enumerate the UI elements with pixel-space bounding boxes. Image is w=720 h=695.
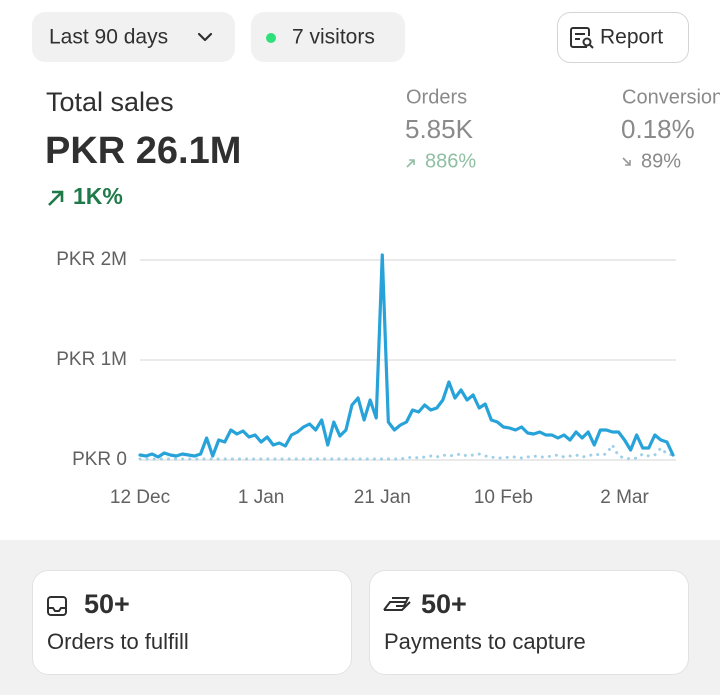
total-sales-change: 1K% <box>73 183 123 209</box>
sales-line <box>138 253 675 459</box>
up-arrow-icon <box>406 159 415 168</box>
total-sales-value: PKR 26.1M <box>45 130 241 172</box>
orders-label: Orders <box>406 86 467 108</box>
x-tick-label: 12 Dec <box>110 487 170 508</box>
payment-icon <box>383 597 411 611</box>
report-button[interactable]: Report <box>557 12 689 63</box>
conversion-label: Conversion rate <box>622 86 720 108</box>
x-tick-label: 1 Jan <box>238 487 284 508</box>
orders-value: 5.85K <box>405 114 474 144</box>
x-tick-label: 10 Feb <box>474 487 533 508</box>
visitors[interactable]: 7 visitors <box>292 26 375 49</box>
conversion-change: 89% <box>641 150 681 172</box>
payments-card[interactable]: 50+ Payments to capture <box>369 570 689 675</box>
comparison-line <box>138 443 675 461</box>
down-arrow-icon <box>622 157 631 166</box>
orders-count[interactable]: 50+ <box>84 589 130 619</box>
sales-chart: PKR 0 PKR 1M PKR 2M 12 Dec 1 Jan 21 Jan 10 Feb… <box>56 249 676 508</box>
inbox-icon <box>47 596 67 616</box>
live-dot <box>266 33 276 43</box>
x-tick-label: 2 Mar <box>600 487 649 508</box>
visitors-chip[interactable]: 7 visitors <box>251 12 405 62</box>
total-sales-title: Total sales <box>46 87 174 117</box>
y-tick-label: PKR 1M <box>56 349 127 370</box>
payments-task[interactable]: Payments to capture <box>384 629 586 654</box>
report-label[interactable]: Report <box>600 26 663 49</box>
date-range-chip[interactable]: Last 90 days <box>32 12 235 62</box>
orders-change: 886% <box>425 150 476 172</box>
y-tick-label: PKR 2M <box>56 249 127 270</box>
orders-task[interactable]: Orders to fulfill <box>47 629 189 654</box>
orders-card[interactable]: 50+ Orders to fulfill <box>32 570 352 675</box>
y-tick-label: PKR 0 <box>72 449 127 470</box>
payments-count[interactable]: 50+ <box>421 589 467 619</box>
conversion-value: 0.18% <box>621 114 695 144</box>
up-arrow-icon <box>48 190 64 206</box>
report-icon <box>570 27 594 49</box>
x-tick-label: 21 Jan <box>354 487 411 508</box>
chevron-icon <box>197 32 213 42</box>
date-range[interactable]: Last 90 days <box>49 26 168 49</box>
